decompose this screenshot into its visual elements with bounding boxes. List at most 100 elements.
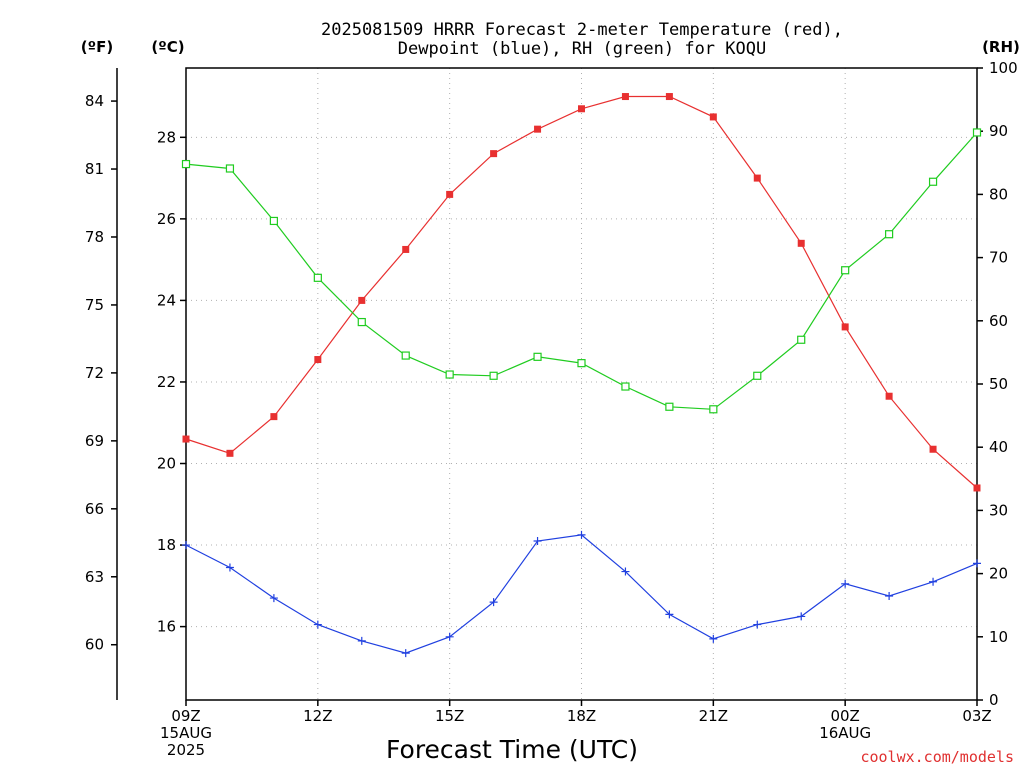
temperature-point xyxy=(270,413,278,421)
temperature-line xyxy=(185,95,978,489)
dewpoint-point xyxy=(929,577,938,586)
temperature-point xyxy=(709,113,717,121)
rh-point xyxy=(533,352,542,361)
rh-point xyxy=(928,177,938,186)
temperature-point xyxy=(973,484,981,492)
rh-tick-label: 90 xyxy=(989,122,1008,140)
rh-point xyxy=(577,359,586,368)
rh-point xyxy=(489,371,498,380)
dewpoint-point xyxy=(577,530,586,539)
fahrenheit-tick-label: 66 xyxy=(85,500,104,518)
dewpoint-point xyxy=(709,634,718,643)
celsius-tick-label: 28 xyxy=(157,128,176,146)
rh-tick-label: 0 xyxy=(989,691,999,709)
rh-line xyxy=(185,132,978,410)
temperature-point xyxy=(446,190,454,198)
x-tick-label: 21Z xyxy=(699,707,728,725)
fahrenheit-tick-label: 63 xyxy=(85,568,104,586)
celsius-tick-label: 16 xyxy=(157,618,176,636)
temperature-point xyxy=(402,245,410,253)
x-tick-label: 15Z xyxy=(435,707,464,725)
temperature-point xyxy=(534,125,542,133)
x-tick-label: 09Z 15AUG 2025 xyxy=(160,707,212,759)
celsius-tick-label: 18 xyxy=(157,536,176,554)
rh-point xyxy=(709,405,718,414)
fahrenheit-axis-label: (ºF) xyxy=(81,38,113,56)
temperature-point xyxy=(358,296,366,304)
temperature-point xyxy=(797,239,805,247)
celsius-axis-label: (ºC) xyxy=(151,38,184,56)
credit-text: coolwx.com/models xyxy=(860,748,1014,766)
temperature-point xyxy=(182,435,190,443)
dewpoint-point xyxy=(973,559,981,568)
dewpoint-point xyxy=(621,567,630,576)
rh-point xyxy=(665,402,674,411)
rh-point xyxy=(972,128,982,137)
dewpoint-point xyxy=(182,541,190,550)
temperature-point xyxy=(841,323,849,331)
fahrenheit-tick-label: 72 xyxy=(85,364,104,382)
dewpoint-point xyxy=(797,612,806,621)
celsius-tick-label: 20 xyxy=(157,455,176,473)
rh-tick-label: 40 xyxy=(989,438,1008,456)
celsius-tick-label: 22 xyxy=(157,373,176,391)
dewpoint-point xyxy=(489,598,498,607)
rh-tick-label: 100 xyxy=(989,59,1018,77)
rh-tick-label: 10 xyxy=(989,628,1008,646)
dewpoint-point xyxy=(841,579,850,588)
dewpoint-point xyxy=(269,594,278,603)
x-tick-label: 18Z xyxy=(567,707,596,725)
rh-point xyxy=(621,382,630,391)
temperature-point xyxy=(885,392,893,400)
x-tick-label: 00Z 16AUG xyxy=(819,707,871,742)
rh-point xyxy=(313,273,322,282)
data-series xyxy=(181,93,982,658)
x-tick-label: 12Z xyxy=(303,707,332,725)
axes: 09Z 15AUG 2025 12Z 15Z 18Z 21Z 00Z 16AUG 03Z 16 18 2… xyxy=(85,59,1018,759)
temperature-point xyxy=(753,174,761,182)
dewpoint-point xyxy=(313,620,322,629)
rh-point xyxy=(357,317,366,327)
rh-tick-label: 50 xyxy=(989,375,1008,393)
rh-tick-label: 30 xyxy=(989,501,1008,519)
fahrenheit-tick-label: 81 xyxy=(85,160,104,178)
rh-point xyxy=(445,370,454,379)
rh-point xyxy=(797,335,806,344)
temperature-point xyxy=(621,93,629,101)
rh-tick-label: 20 xyxy=(989,565,1008,583)
rh-point xyxy=(401,351,410,360)
temperature-point xyxy=(226,449,234,457)
rh-axis-label: (RH) xyxy=(982,38,1020,56)
dewpoint-point xyxy=(753,620,762,629)
rh-point xyxy=(841,266,850,275)
rh-tick-label: 80 xyxy=(989,185,1008,203)
rh-tick-label: 70 xyxy=(989,249,1008,267)
dewpoint-point xyxy=(885,592,894,601)
dewpoint-point xyxy=(665,610,674,619)
dewpoint-point xyxy=(401,649,410,658)
rh-point xyxy=(753,371,762,380)
chart-title-line1: 2025081509 HRRR Forecast 2-meter Tempera… xyxy=(321,20,843,40)
temperature-point xyxy=(490,150,498,158)
fahrenheit-tick-label: 84 xyxy=(85,92,104,110)
chart-title-line2: Dewpoint (blue), RH (green) for KOQU xyxy=(398,39,766,59)
rh-point xyxy=(181,159,191,169)
fahrenheit-tick-label: 75 xyxy=(85,296,104,314)
dewpoint-point xyxy=(445,632,454,641)
dewpoint-point xyxy=(533,536,542,545)
fahrenheit-tick-label: 60 xyxy=(85,636,104,654)
temperature-point xyxy=(929,445,937,453)
x-axis-label: Forecast Time (UTC) xyxy=(386,735,638,764)
dewpoint-point xyxy=(225,563,234,572)
rh-tick-label: 60 xyxy=(989,312,1008,330)
temperature-point xyxy=(665,93,673,101)
grid-lines xyxy=(186,68,977,700)
celsius-tick-label: 26 xyxy=(157,210,176,228)
rh-point xyxy=(225,164,235,173)
dewpoint-point xyxy=(357,636,366,645)
x-tick-label: 03Z xyxy=(962,707,991,725)
rh-point xyxy=(885,230,894,239)
fahrenheit-tick-label: 78 xyxy=(85,228,104,246)
rh-point xyxy=(269,216,278,226)
